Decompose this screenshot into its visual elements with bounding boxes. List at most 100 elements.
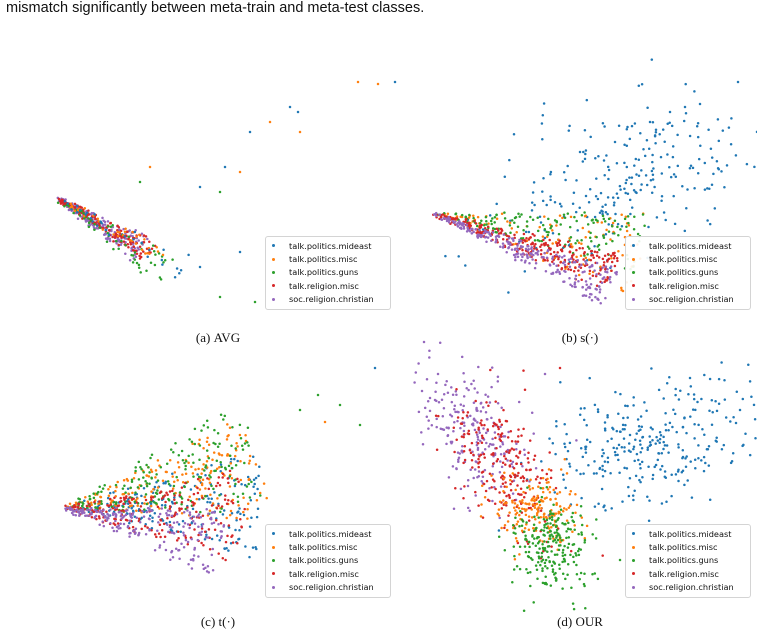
scatter-point <box>708 187 711 190</box>
scatter-point <box>521 237 525 240</box>
scatter-point <box>539 245 542 248</box>
scatter-point <box>476 441 480 445</box>
scatter-point <box>117 527 120 530</box>
scatter-plot-b <box>432 58 757 305</box>
scatter-point <box>588 187 592 191</box>
scatter-point <box>221 472 225 476</box>
scatter-point <box>525 253 529 256</box>
scatter-point <box>614 390 617 394</box>
scatter-point <box>529 584 532 588</box>
scatter-point <box>514 253 518 256</box>
scatter-point <box>593 572 597 575</box>
scatter-point <box>632 447 635 451</box>
scatter-point <box>123 230 127 233</box>
scatter-point <box>128 519 132 522</box>
legend-marker <box>632 257 635 261</box>
scatter-point <box>516 541 520 545</box>
scatter-point <box>574 210 578 214</box>
scatter-point <box>224 467 228 471</box>
scatter-point <box>463 458 467 462</box>
scatter-point <box>106 496 110 500</box>
scatter-point <box>98 223 101 227</box>
scatter-point <box>75 508 79 511</box>
scatter-point <box>135 516 138 519</box>
scatter-point <box>597 502 600 506</box>
scatter-point <box>74 505 77 509</box>
scatter-point <box>460 435 464 438</box>
scatter-point <box>119 496 122 500</box>
scatter-point <box>197 497 201 501</box>
scatter-point <box>127 245 130 249</box>
scatter-point <box>472 214 475 217</box>
scatter-point <box>118 234 122 238</box>
scatter-point <box>558 214 562 217</box>
scatter-point <box>668 376 671 379</box>
scatter-point <box>534 564 538 567</box>
scatter-point <box>470 382 473 386</box>
scatter-point <box>536 542 540 545</box>
scatter-point <box>569 528 572 531</box>
scatter-point <box>681 455 685 459</box>
scatter-point <box>452 221 456 225</box>
scatter-point <box>483 456 486 459</box>
scatter-point <box>541 190 544 193</box>
scatter-point <box>537 510 540 513</box>
scatter-point <box>586 253 589 256</box>
scatter-point <box>566 546 570 549</box>
scatter-point <box>621 253 624 257</box>
scatter-point <box>646 448 649 452</box>
scatter-point <box>627 224 631 227</box>
scatter-point <box>509 430 513 433</box>
scatter-point <box>511 580 514 584</box>
scatter-point <box>536 475 539 479</box>
scatter-point <box>70 507 74 511</box>
scatter-point <box>214 519 218 522</box>
legend-marker <box>632 545 635 549</box>
scatter-point <box>112 501 115 504</box>
scatter-point <box>516 474 519 477</box>
scatter-point <box>555 253 558 257</box>
scatter-panel-d <box>413 340 757 613</box>
scatter-point <box>296 110 300 114</box>
scatter-point <box>541 137 544 141</box>
scatter-point <box>588 376 591 380</box>
scatter-point <box>145 502 149 506</box>
scatter-point <box>606 165 610 169</box>
scatter-point <box>151 244 155 247</box>
scatter-point <box>572 555 575 559</box>
scatter-point <box>637 84 641 87</box>
scatter-point <box>480 419 483 422</box>
scatter-point <box>224 558 227 562</box>
caption-c: (c) t(·) <box>118 614 318 630</box>
scatter-point <box>581 270 584 274</box>
scatter-point <box>564 270 567 274</box>
scatter-point <box>617 234 620 237</box>
scatter-point <box>515 511 519 515</box>
scatter-point <box>234 482 237 486</box>
scatter-point <box>671 425 674 429</box>
scatter-point <box>526 486 529 489</box>
scatter-point <box>579 446 583 450</box>
scatter-point <box>143 508 146 511</box>
scatter-point <box>568 504 572 507</box>
scatter-point <box>109 503 112 506</box>
scatter-point <box>657 452 661 455</box>
scatter-point <box>223 498 227 501</box>
scatter-point <box>526 571 530 575</box>
legend-marker <box>272 284 275 288</box>
scatter-point <box>176 478 179 482</box>
scatter-point <box>574 551 577 555</box>
scatter-point <box>186 540 190 544</box>
scatter-point <box>142 240 146 244</box>
scatter-point <box>738 408 742 412</box>
scatter-point <box>128 259 132 262</box>
scatter-point <box>677 468 680 471</box>
scatter-point <box>515 230 518 234</box>
scatter-point <box>181 473 184 476</box>
scatter-point <box>645 409 648 412</box>
scatter-point <box>606 456 610 459</box>
scatter-point <box>516 225 520 228</box>
scatter-point <box>555 528 559 532</box>
scatter-point <box>234 447 237 450</box>
scatter-point <box>542 238 545 242</box>
